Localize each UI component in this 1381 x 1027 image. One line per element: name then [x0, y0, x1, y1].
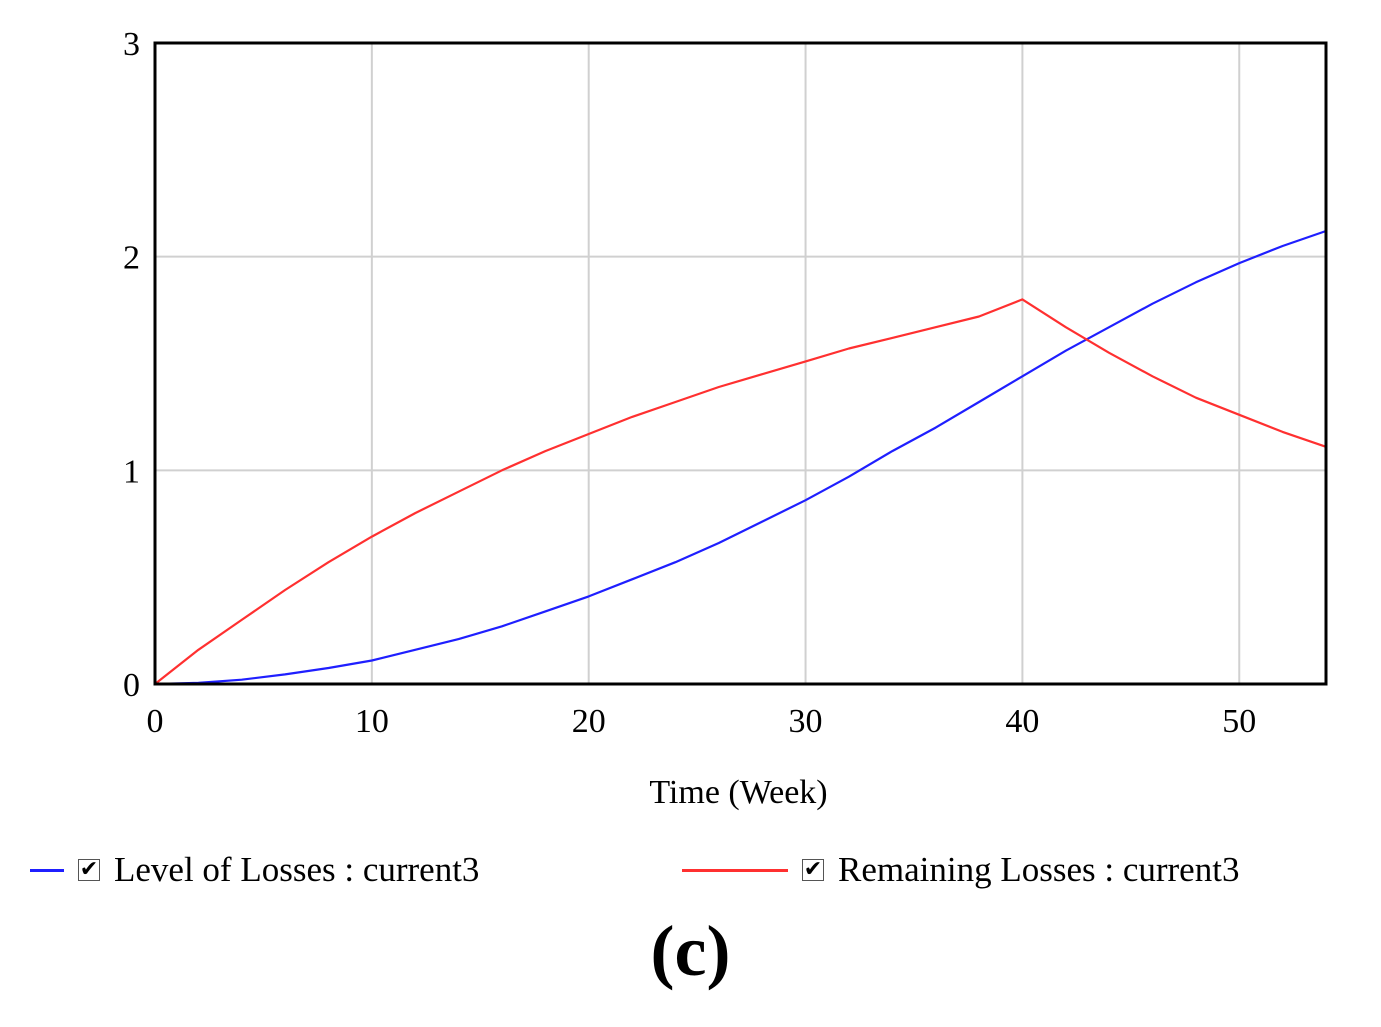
y-tick-label: 1	[123, 453, 140, 490]
legend-label: Remaining Losses : current3	[838, 850, 1240, 889]
series-line-level-of-losses	[154, 229, 1327, 686]
checkbox-icon[interactable]: ✔	[78, 857, 100, 882]
legend-label: Level of Losses : current3	[114, 850, 480, 889]
blue-line-swatch-icon	[30, 868, 64, 872]
panel-label: (c)	[650, 911, 731, 991]
legend-item-level-of-losses[interactable]: ✔ Level of Losses : current3	[30, 845, 479, 895]
x-tick-label: 20	[572, 703, 606, 740]
x-axis-label: Time (Week)	[649, 774, 827, 811]
series-line-remaining-losses	[154, 298, 1327, 685]
x-tick-label: 50	[1222, 703, 1256, 740]
grid-lines	[155, 43, 1326, 684]
plot-frame	[153, 41, 1328, 686]
x-tick-label: 40	[1005, 703, 1039, 740]
x-tick-label: 30	[789, 703, 823, 740]
tick-labels: 0 10 20 30 40 50 0 1 2 3	[123, 26, 1256, 740]
y-tick-label: 0	[123, 667, 140, 704]
red-line-swatch-icon	[682, 868, 788, 872]
y-tick-label: 2	[123, 240, 140, 277]
series-lines	[154, 229, 1327, 686]
checkbox-icon[interactable]: ✔	[802, 857, 824, 882]
y-tick-label: 3	[123, 26, 140, 63]
line-chart: 0 10 20 30 40 50 0 1 2 3 Time (Week)	[123, 26, 1328, 811]
legend-item-remaining-losses[interactable]: ✔ Remaining Losses : current3	[682, 845, 1239, 895]
x-tick-label: 0	[147, 703, 164, 740]
x-tick-label: 10	[355, 703, 389, 740]
